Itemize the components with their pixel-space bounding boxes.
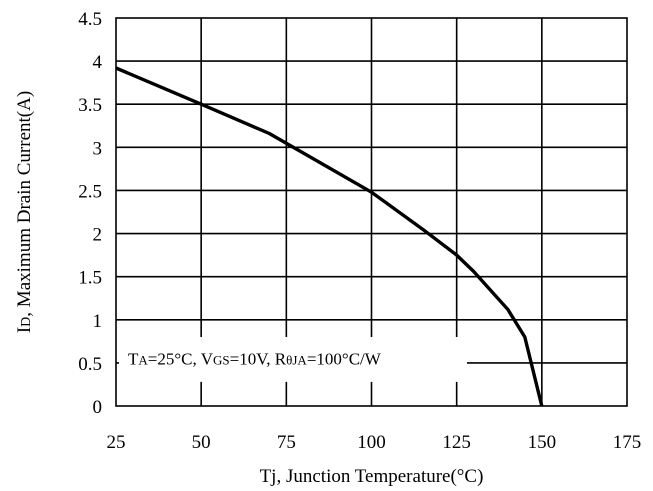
y-tick-label: 3.5 xyxy=(78,95,102,116)
plot-frame xyxy=(115,17,628,407)
annotation-box xyxy=(119,337,467,382)
x-tick-label: 150 xyxy=(528,432,557,453)
y-tick-label: 1 xyxy=(93,311,103,332)
y-tick-label: 1.5 xyxy=(78,268,102,289)
annotation-text: TA=25°C, VGS=10V, RθJA=100°C/W xyxy=(128,350,382,369)
y-tick-label: 0 xyxy=(93,397,103,418)
y-tick-label: 4 xyxy=(93,52,103,73)
x-tick-label: 175 xyxy=(613,432,642,453)
x-tick-label: 125 xyxy=(442,432,471,453)
x-tick-label: 50 xyxy=(192,432,211,453)
y-axis-label-main: I xyxy=(14,327,35,333)
y-tick-label: 2 xyxy=(93,225,103,246)
y-tick-labels: 0 0.5 1 1.5 2 2.5 3 3.5 4 4.5 xyxy=(78,9,102,418)
x-tick-label: 100 xyxy=(357,432,386,453)
x-tick-label: 25 xyxy=(107,432,126,453)
annotation-part: GS xyxy=(213,353,230,368)
annotation-part: A xyxy=(138,353,148,368)
series-line xyxy=(115,66,544,407)
x-axis-label: Tj, Junction Temperature(°C) xyxy=(260,466,484,487)
y-axis-label-rest: , Maximum Drain Current(A) xyxy=(14,91,35,317)
y-tick-label: 3 xyxy=(93,138,103,159)
y-tick-label: 0.5 xyxy=(78,354,102,375)
series-group xyxy=(115,66,544,407)
x-tick-label: 75 xyxy=(277,432,296,453)
y-axis-label: ID, Maximum Drain Current(A) xyxy=(14,91,35,333)
y-tick-label: 4.5 xyxy=(78,9,102,30)
annotation-group: TA=25°C, VGS=10V, RθJA=100°C/W xyxy=(119,337,467,382)
y-tick-label: 2.5 xyxy=(78,181,102,202)
y-axis-label-sub: D xyxy=(19,317,34,327)
annotation-part: =100°C/W xyxy=(307,350,382,369)
annotation-part: =25°C, V xyxy=(148,350,214,369)
annotation-part: T xyxy=(128,350,139,369)
annotation-part: θJA xyxy=(286,353,307,368)
annotation-part: =10V, R xyxy=(230,350,287,369)
x-tick-labels: 25 50 75 100 125 150 175 xyxy=(107,432,642,453)
